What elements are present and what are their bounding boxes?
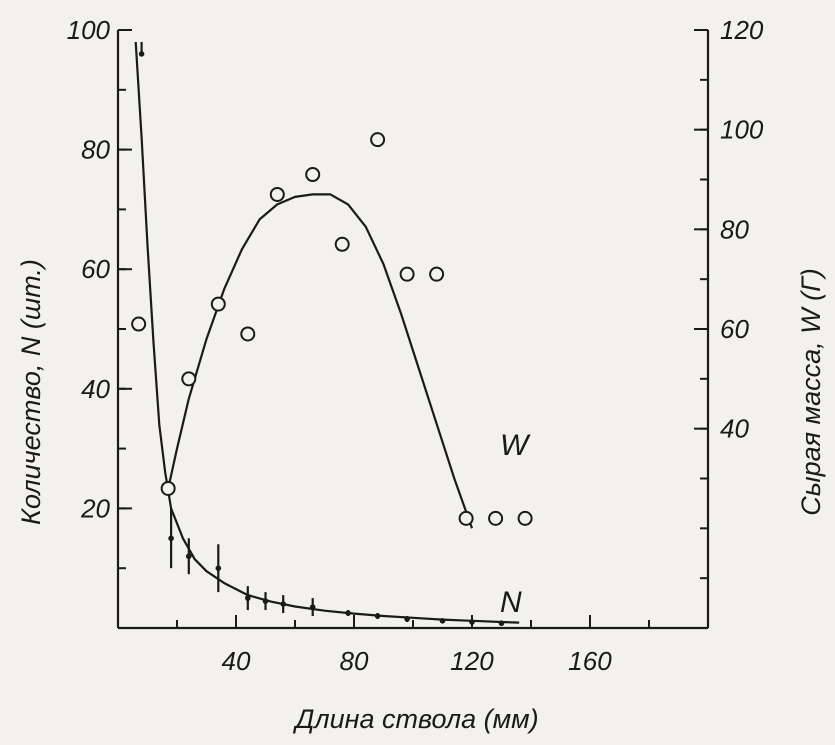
right-tick-label: 40 <box>720 414 749 444</box>
right-tick-label: 100 <box>720 115 764 145</box>
data-point-n <box>439 618 446 624</box>
data-point-w <box>305 167 321 183</box>
axes <box>116 29 710 630</box>
data-point-n <box>280 601 287 607</box>
data-point-w <box>429 266 445 282</box>
data-point-n <box>215 565 222 571</box>
data-point-n <box>245 595 251 601</box>
data-point-n <box>404 616 410 622</box>
x-axis-title: Длина ствола (мм) <box>292 704 538 734</box>
data-point-w <box>370 132 386 148</box>
data-point-w <box>488 510 504 526</box>
data-point-w <box>181 371 197 387</box>
data-point-n <box>469 619 475 625</box>
right-axis-title: Сырая масса, W (Г) <box>796 268 826 516</box>
left-tick-label: 20 <box>80 493 110 523</box>
right-tick-label: 60 <box>720 314 749 344</box>
x-tick-label: 80 <box>340 646 369 676</box>
fit-curve-w <box>167 193 474 529</box>
left-tick-label: 60 <box>81 254 110 284</box>
data-marks <box>131 41 533 627</box>
right-tick-label: 120 <box>720 15 764 45</box>
data-point-w <box>210 296 226 312</box>
data-point-w <box>517 510 533 526</box>
data-point-n <box>186 553 192 560</box>
series-label-n: N <box>500 586 522 619</box>
left-tick-label: 80 <box>81 135 110 165</box>
x-tick-label: 40 <box>222 646 251 676</box>
fit-curve-n <box>134 41 520 624</box>
data-point-n <box>262 598 269 604</box>
x-tick-label: 120 <box>450 646 494 676</box>
data-point-w <box>399 266 415 282</box>
data-point-w <box>160 480 176 496</box>
data-point-n <box>138 51 145 57</box>
left-tick-label: 100 <box>67 15 111 45</box>
right-tick-label: 80 <box>720 214 749 244</box>
left-tick-label: 40 <box>81 374 110 404</box>
data-point-n <box>374 613 381 619</box>
data-point-n <box>168 535 174 542</box>
data-point-w <box>131 316 147 332</box>
data-point-n <box>345 610 351 616</box>
data-point-n <box>498 620 505 627</box>
data-point-w <box>334 236 350 252</box>
fit-curves <box>134 41 520 624</box>
x-tick-label: 160 <box>568 646 612 676</box>
series-label-w: W <box>500 429 531 462</box>
tick-labels: 40 80 120 160 20 40 60 80 100 40 60 80 100 120 <box>67 15 764 676</box>
data-point-w <box>269 186 285 202</box>
left-axis-title: Количество, N (шт.) <box>16 259 46 525</box>
data-point-n <box>309 604 316 610</box>
data-point-w <box>458 510 474 526</box>
data-point-w <box>240 326 256 342</box>
